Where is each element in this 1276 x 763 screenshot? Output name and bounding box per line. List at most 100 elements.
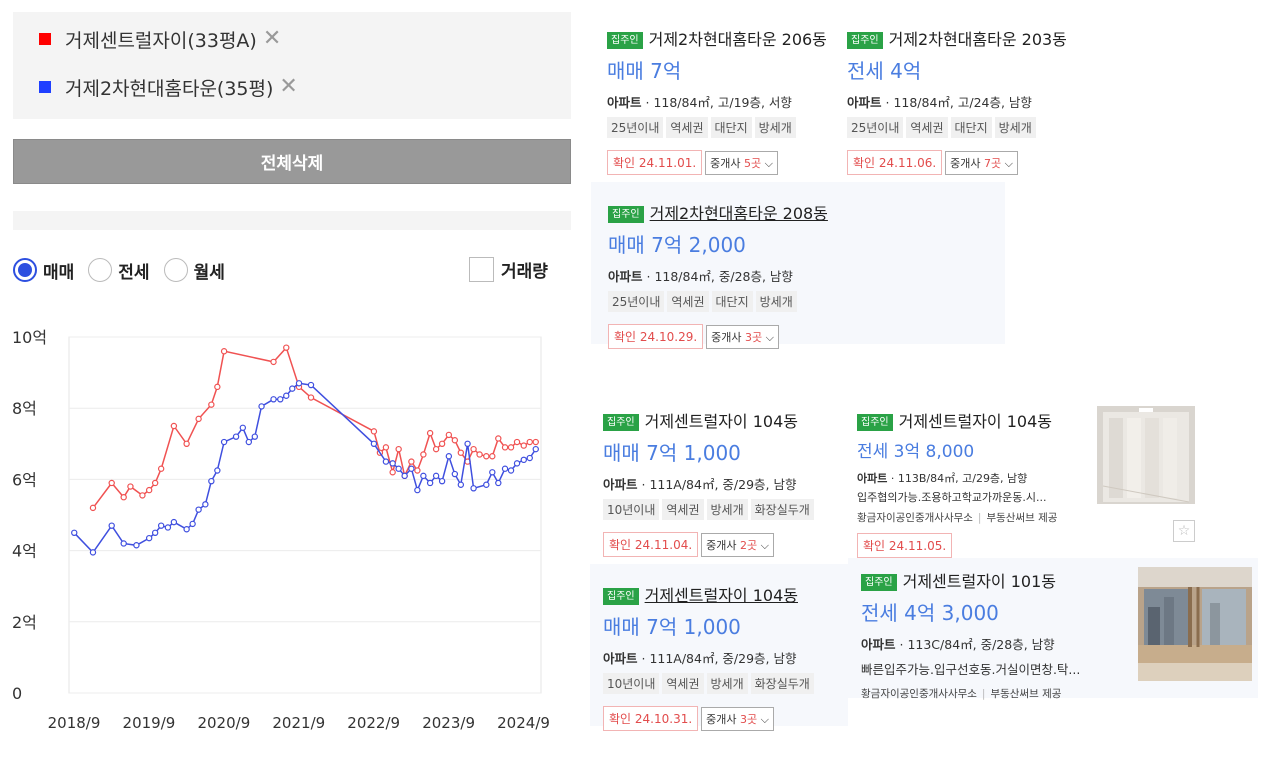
brokers-count: 3곳 <box>745 331 763 344</box>
data-point <box>389 469 396 476</box>
data-point <box>239 424 247 431</box>
feature-chip: 화장실두개 <box>750 499 814 520</box>
data-point <box>189 520 196 528</box>
confirmed-date: 확인 24.10.29. <box>608 324 704 349</box>
radio-circle-icon <box>163 258 188 282</box>
brokers-label: 중개사 <box>706 539 741 552</box>
data-point <box>426 429 434 437</box>
listing-title[interactable]: 거제센트럴자이 104동 <box>644 586 798 605</box>
feature-chip: 역세권 <box>906 117 948 138</box>
confirmed-date: 확인 24.10.31. <box>603 706 699 731</box>
close-icon[interactable]: ✕ <box>279 74 298 99</box>
data-point <box>382 444 390 451</box>
owner-badge: 집주인 <box>861 574 897 591</box>
chevron-down-icon: ⌵ <box>1004 157 1013 170</box>
confirmed-date: 확인 24.11.04. <box>603 532 699 557</box>
data-point <box>495 435 502 442</box>
data-point <box>71 529 78 536</box>
listing-title[interactable]: 거제2차현대홈타운 203동 <box>888 30 1067 49</box>
listing-price: 매매 7억 2,000 <box>608 233 746 257</box>
property-type: 아파트 <box>847 95 882 110</box>
data-point <box>195 506 202 513</box>
radio-jeonse[interactable]: 전세 <box>88 258 150 283</box>
listing-card[interactable]: 집주인 거제센트럴자이 104동 전세 3억 8,000 아파트 · 113B/8… <box>857 406 1202 558</box>
data-point <box>232 433 240 440</box>
data-point <box>157 522 165 529</box>
data-point <box>395 445 402 453</box>
feature-chip: 25년이내 <box>607 117 664 138</box>
data-point <box>108 479 115 487</box>
brokers-dropdown[interactable]: 중개사 5곳 ⌵ <box>705 151 778 175</box>
data-point <box>195 415 202 423</box>
brokers-dropdown[interactable]: 중개사 3곳 ⌵ <box>706 325 779 349</box>
feature-chip: 25년이내 <box>847 117 904 138</box>
data-point <box>483 453 490 460</box>
radio-monthly[interactable]: 월세 <box>163 258 225 283</box>
listing-photo[interactable] <box>1138 567 1252 681</box>
listing-title[interactable]: 거제센트럴자이 104동 <box>898 412 1052 431</box>
brokers-dropdown[interactable]: 중개사 2곳 ⌵ <box>701 533 774 557</box>
property-type: 아파트 <box>603 651 638 666</box>
listing-card[interactable]: 집주인 거제2차현대홈타운 206동 매매 7억 아파트 · 118/84㎡, 고… <box>607 26 835 176</box>
radio-label: 월세 <box>193 262 225 283</box>
brokers-label: 중개사 <box>950 157 985 170</box>
x-tick-label: 2018/9 <box>48 714 101 732</box>
trade-type-filter: 매매 전세 월세 <box>13 256 239 284</box>
listing-card[interactable]: 집주인 거제센트럴자이 101동 전세 4억 3,000 아파트 · 113C/8… <box>848 558 1258 700</box>
data-point <box>395 465 402 472</box>
listing-description: 빠른입주가능.입구선호동.거실이면창.탁... <box>861 662 1081 677</box>
x-tick-label: 2021/9 <box>272 714 325 732</box>
owner-badge: 집주인 <box>603 414 639 431</box>
data-point <box>270 358 277 366</box>
delete-all-button[interactable]: 전체삭제 <box>13 139 571 184</box>
listing-title[interactable]: 거제2차현대홈타운 206동 <box>648 30 827 49</box>
listing-spec: 118/84㎡, 고/19층, 서향 <box>653 95 792 110</box>
close-icon[interactable]: ✕ <box>262 26 282 51</box>
listing-card[interactable]: 집주인 거제센트럴자이 104동 매매 7억 1,000 아파트 · 111A/8… <box>590 564 848 731</box>
x-tick-label: 2019/9 <box>123 714 176 732</box>
compare-list: 거제센트럴자이(33평A) ✕ 거제2차현대홈타운(35평) ✕ <box>13 12 571 119</box>
property-type: 아파트 <box>603 477 638 492</box>
brokers-label: 중개사 <box>711 331 746 344</box>
listing-title[interactable]: 거제센트럴자이 104동 <box>644 412 798 431</box>
owner-badge: 집주인 <box>607 32 643 49</box>
x-tick-label: 2024/9 <box>497 714 550 732</box>
chevron-down-icon: ⌵ <box>765 331 774 344</box>
compare-item: 거제2차현대홈타운(35평) ✕ <box>39 72 298 102</box>
data-point <box>145 534 153 542</box>
data-point <box>389 460 396 467</box>
brokers-label: 중개사 <box>706 713 741 726</box>
volume-checkbox[interactable]: 거래량 <box>469 257 548 282</box>
data-point <box>513 438 521 446</box>
provider-label: 부동산써브 제공 <box>990 688 1062 700</box>
listing-card[interactable]: 집주인 거제2차현대홈타운 203동 전세 4억 아파트 · 118/84㎡, 고… <box>847 26 1087 176</box>
brokers-count: 7곳 <box>984 157 1002 170</box>
data-point <box>382 458 390 465</box>
data-point <box>214 383 221 391</box>
property-type: 아파트 <box>861 637 896 652</box>
radio-sale[interactable]: 매매 <box>13 258 74 283</box>
data-point <box>526 438 533 446</box>
data-point <box>520 456 527 464</box>
data-point <box>270 396 277 403</box>
data-point <box>283 392 290 399</box>
divider-strip <box>13 211 571 230</box>
listing-card[interactable]: 집주인 거제센트럴자이 104동 매매 7억 1,000 아파트 · 111A/8… <box>603 408 833 558</box>
listing-title[interactable]: 거제센트럴자이 101동 <box>902 572 1056 591</box>
listing-spec: 113B/84㎡, 고/29층, 남향 <box>897 472 1028 485</box>
listing-card[interactable]: 집주인 거제2차현대홈타운 208동 매매 7억 2,000 아파트 · 118/… <box>591 182 1005 349</box>
star-icon[interactable]: ☆ <box>1173 520 1195 542</box>
compare-item: 거제센트럴자이(33평A) ✕ <box>39 24 281 54</box>
brokers-dropdown[interactable]: 중개사 7곳 ⌵ <box>945 151 1018 175</box>
listing-title[interactable]: 거제2차현대홈타운 208동 <box>649 204 828 223</box>
feature-chip: 방세개 <box>706 673 748 694</box>
listing-price: 매매 7억 1,000 <box>603 441 741 465</box>
data-point <box>307 381 315 389</box>
listing-spec: 118/84㎡, 고/24층, 남향 <box>893 95 1032 110</box>
brokers-dropdown[interactable]: 중개사 3곳 ⌵ <box>701 707 774 731</box>
data-point <box>258 403 265 410</box>
data-point <box>202 501 209 508</box>
feature-chip: 역세권 <box>666 117 708 138</box>
listing-photo[interactable] <box>1097 406 1195 504</box>
data-point <box>151 479 159 487</box>
